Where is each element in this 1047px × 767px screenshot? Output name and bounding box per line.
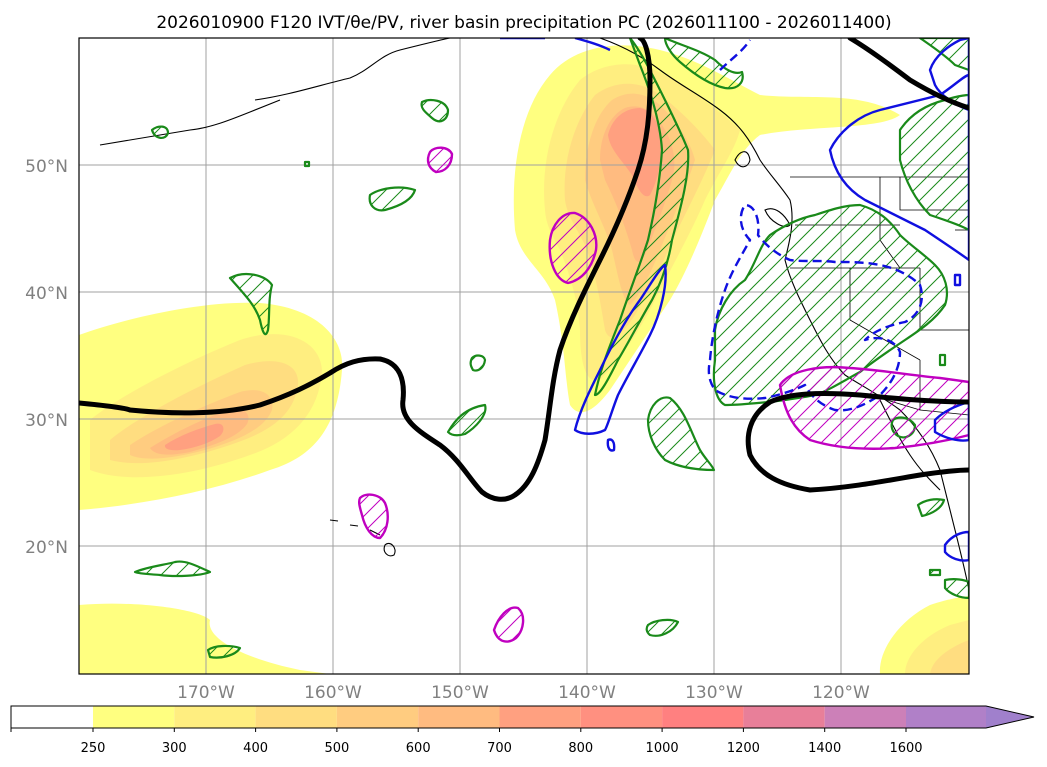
green-contour-small <box>943 578 969 600</box>
lon-labels: 170°W 160°W 150°W 140°W 130°W 120°W <box>177 683 870 703</box>
blue-contours <box>500 38 969 562</box>
green-contour-small <box>916 498 946 518</box>
blue-contour-south-east <box>933 400 969 442</box>
green-contour-small <box>928 568 942 577</box>
green-contour <box>228 272 274 336</box>
colorbar-segment <box>255 706 337 728</box>
blue-dashed-contour <box>707 203 924 412</box>
magenta-contours <box>357 146 969 643</box>
ivt-south-west <box>79 603 330 674</box>
colorbar-tick-label: 700 <box>487 741 512 756</box>
green-contour-ar-east <box>663 38 744 90</box>
colorbar-tick-label: 1400 <box>808 741 841 756</box>
chart-title: 2026010900 F120 IVT/θe/PV, river basin p… <box>156 13 891 33</box>
map-panel <box>78 37 970 675</box>
green-contour <box>420 99 450 123</box>
colorbar: 250 300 400 500 600 700 800 1000 1200 1400 1600 <box>10 705 1035 756</box>
colorbar-segment <box>906 706 986 728</box>
green-contour <box>446 403 487 437</box>
lon-label: 140°W <box>558 683 616 703</box>
blue-contour-south-east-2 <box>943 530 969 562</box>
ivt-west-700 <box>164 423 224 451</box>
blue-contour-north-east <box>828 73 969 262</box>
green-contour <box>206 644 242 659</box>
magenta-contour <box>548 211 598 285</box>
colorbar-segment <box>336 706 419 728</box>
lat-label: 40°N <box>25 284 68 304</box>
colorbar-segment <box>93 706 175 728</box>
colorbar-ticks: 250 300 400 500 600 700 800 1000 1200 1400 1600 <box>10 728 923 756</box>
green-contour-ar <box>593 38 690 397</box>
colorbar-segment <box>743 706 825 728</box>
colorbar-tick-label: 1600 <box>889 741 922 756</box>
blue-contour-edge <box>953 273 962 287</box>
alaska-coast <box>254 38 451 101</box>
green-contour <box>133 560 212 578</box>
haida-gwaii <box>734 151 751 168</box>
green-contour <box>645 618 680 637</box>
blue-contour-ar <box>573 263 667 435</box>
map-frame <box>78 37 970 675</box>
green-contour <box>646 396 716 472</box>
hawaii-islands <box>329 519 396 557</box>
lat-label: 30°N <box>25 411 68 431</box>
colorbar-extend-arrow <box>986 706 1034 728</box>
ivt-shading-south <box>79 596 969 674</box>
colorbar-tick-label: 1000 <box>646 741 679 756</box>
colorbar-tick-label: 1200 <box>727 741 760 756</box>
blue-dashed-contour-north <box>719 39 751 71</box>
pv-contour-main <box>79 38 653 502</box>
lon-label: 120°W <box>812 683 870 703</box>
magenta-contour <box>357 493 389 540</box>
ivt-south-east-400 <box>930 640 969 674</box>
lon-label: 170°W <box>177 683 235 703</box>
magenta-contour-east <box>778 366 969 450</box>
green-contour-dot <box>303 160 311 168</box>
colorbar-segments <box>11 706 986 728</box>
blue-contour-small <box>606 438 616 452</box>
colorbar-tick-label: 800 <box>568 741 593 756</box>
lon-label: 150°W <box>431 683 489 703</box>
lat-labels: 20°N 30°N 40°N 50°N <box>25 157 68 558</box>
colorbar-tick-label: 500 <box>324 741 349 756</box>
lat-label: 20°N <box>25 538 68 558</box>
green-contour <box>469 354 487 372</box>
magenta-contour <box>492 606 525 643</box>
lon-label: 160°W <box>304 683 362 703</box>
lon-label: 130°W <box>685 683 743 703</box>
green-contour-top <box>918 38 969 72</box>
pv-contour-northeast <box>847 38 969 111</box>
colorbar-segment <box>11 706 93 728</box>
colorbar-tick-label: 600 <box>406 741 431 756</box>
aleutian-chain <box>99 99 281 146</box>
green-contour <box>368 186 417 212</box>
magenta-contour <box>426 146 454 174</box>
colorbar-tick-label: 400 <box>243 741 268 756</box>
green-contour-small <box>938 353 947 367</box>
lat-label: 50°N <box>25 157 68 177</box>
colorbar-segment <box>580 706 663 728</box>
colorbar-segment <box>418 706 500 728</box>
colorbar-tick-label: 250 <box>81 741 106 756</box>
pv-contours <box>79 38 969 502</box>
pv-contour-east <box>745 390 969 493</box>
green-contour <box>150 125 170 139</box>
colorbar-segment <box>499 706 581 728</box>
colorbar-segment <box>662 706 744 728</box>
colorbar-segment <box>824 706 906 728</box>
colorbar-outline <box>10 705 1035 729</box>
colorbar-segment <box>174 706 256 728</box>
blue-contour-ar-north <box>500 38 611 52</box>
colorbar-tick-label: 300 <box>162 741 187 756</box>
blue-contour-top <box>928 38 969 112</box>
